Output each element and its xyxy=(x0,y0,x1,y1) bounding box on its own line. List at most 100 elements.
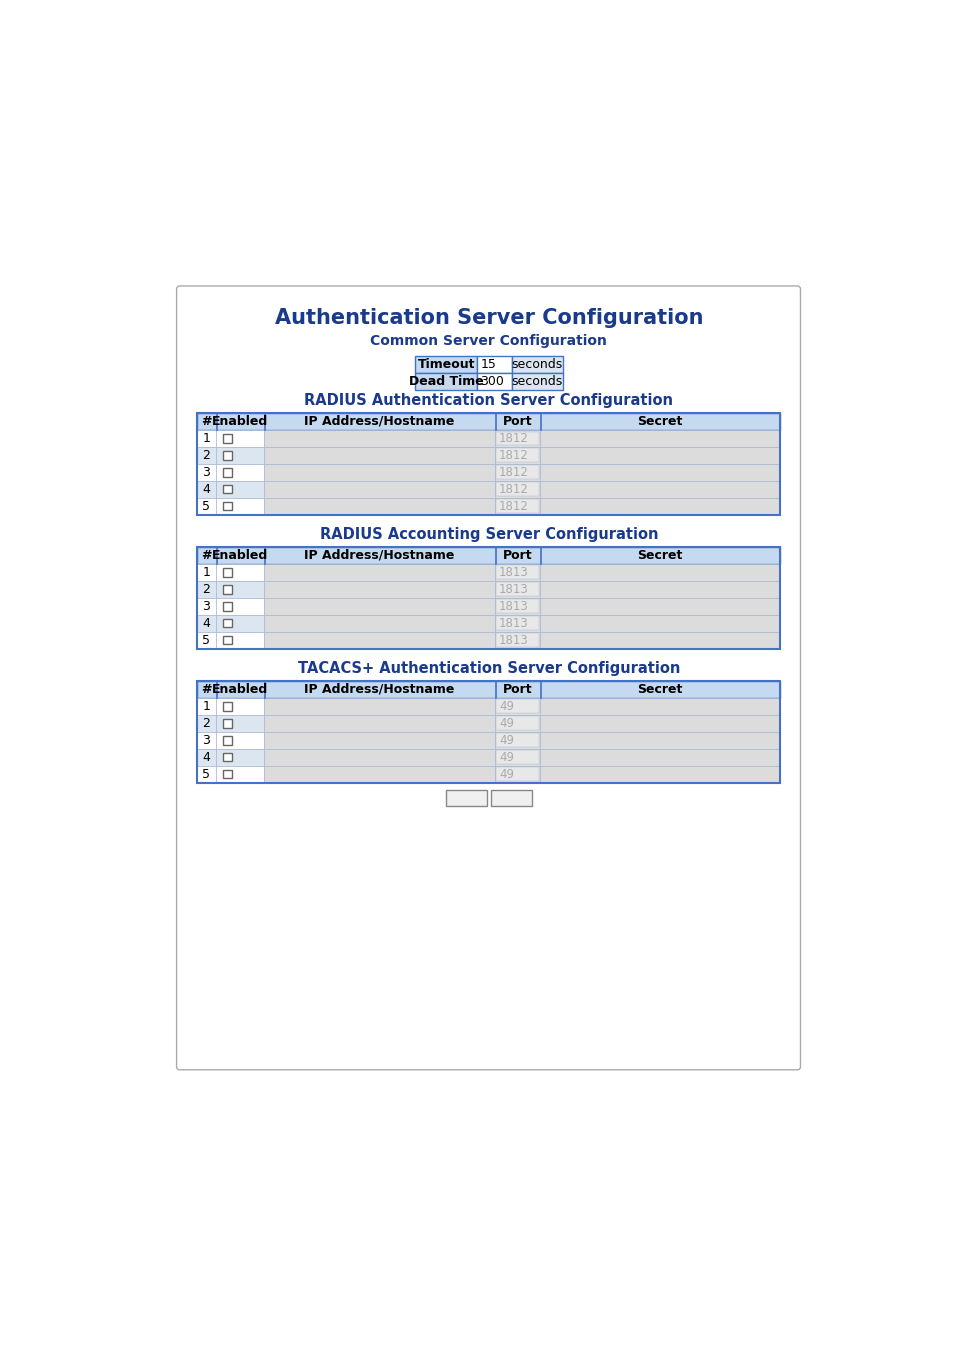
Text: Reset: Reset xyxy=(494,791,528,805)
Bar xyxy=(495,732,539,749)
Bar xyxy=(495,564,539,580)
Text: 1812: 1812 xyxy=(498,448,528,462)
Bar xyxy=(196,481,216,498)
Bar xyxy=(196,732,216,749)
Bar xyxy=(216,580,264,598)
Text: 15: 15 xyxy=(480,358,496,371)
Text: 1: 1 xyxy=(202,432,211,446)
Bar xyxy=(196,413,779,514)
Text: 3: 3 xyxy=(202,734,211,747)
Text: Port: Port xyxy=(502,683,532,697)
Bar xyxy=(216,598,264,614)
Bar xyxy=(539,765,779,783)
Bar xyxy=(216,498,264,514)
Bar xyxy=(223,620,232,628)
Text: 1812: 1812 xyxy=(498,500,528,513)
Text: 49: 49 xyxy=(498,717,514,730)
Bar xyxy=(496,482,537,497)
Bar xyxy=(223,435,232,443)
Text: 1812: 1812 xyxy=(498,466,528,479)
Bar xyxy=(496,432,537,446)
Bar xyxy=(539,732,779,749)
Bar xyxy=(196,598,216,614)
Bar xyxy=(496,566,537,579)
Bar xyxy=(196,632,216,648)
Text: TACACS+ Authentication Server Configuration: TACACS+ Authentication Server Configurat… xyxy=(297,662,679,676)
Bar xyxy=(196,447,216,464)
Bar xyxy=(495,580,539,598)
Text: 1: 1 xyxy=(202,566,211,579)
Bar xyxy=(496,767,537,782)
Bar xyxy=(495,632,539,648)
Text: 49: 49 xyxy=(498,699,514,713)
Text: Secret: Secret xyxy=(637,683,681,697)
Bar xyxy=(446,790,486,806)
Bar xyxy=(539,429,779,447)
Text: 4: 4 xyxy=(202,751,211,764)
Text: 1813: 1813 xyxy=(498,599,528,613)
Bar xyxy=(264,632,495,648)
Bar xyxy=(223,502,232,510)
Bar xyxy=(512,356,562,373)
Bar xyxy=(196,464,216,481)
Bar xyxy=(216,732,264,749)
Bar xyxy=(495,716,539,732)
Text: 5: 5 xyxy=(202,633,211,647)
Bar xyxy=(539,481,779,498)
Bar xyxy=(196,498,216,514)
Bar xyxy=(196,680,779,783)
Text: IP Address/Hostname: IP Address/Hostname xyxy=(304,683,455,697)
Text: Save: Save xyxy=(451,791,481,805)
Text: 5: 5 xyxy=(202,500,211,513)
Bar xyxy=(223,585,232,594)
Bar xyxy=(216,447,264,464)
Bar xyxy=(496,699,537,713)
Bar xyxy=(415,356,476,373)
Bar xyxy=(196,413,779,429)
Text: 1: 1 xyxy=(202,699,211,713)
Bar xyxy=(496,582,537,597)
Bar xyxy=(495,765,539,783)
Text: Secret: Secret xyxy=(637,414,681,428)
Bar xyxy=(196,680,779,698)
Bar xyxy=(264,614,495,632)
Bar xyxy=(223,736,232,744)
Text: Common Server Configuration: Common Server Configuration xyxy=(370,333,607,348)
Bar xyxy=(495,447,539,464)
Bar xyxy=(264,732,495,749)
Text: 4: 4 xyxy=(202,483,211,495)
Text: #: # xyxy=(201,683,212,697)
Bar xyxy=(539,464,779,481)
Bar xyxy=(496,466,537,479)
Bar xyxy=(539,580,779,598)
Bar xyxy=(476,356,512,373)
Text: IP Address/Hostname: IP Address/Hostname xyxy=(304,414,455,428)
Text: #: # xyxy=(201,549,212,562)
Text: 1812: 1812 xyxy=(498,432,528,446)
Bar xyxy=(216,481,264,498)
Bar xyxy=(223,568,232,576)
Text: 5: 5 xyxy=(202,768,211,780)
Bar xyxy=(196,749,216,765)
Bar xyxy=(196,698,216,716)
Text: 3: 3 xyxy=(202,466,211,479)
Text: Port: Port xyxy=(502,549,532,562)
Bar xyxy=(196,547,779,648)
Bar xyxy=(539,614,779,632)
Bar xyxy=(264,749,495,765)
Text: Dead Time: Dead Time xyxy=(409,375,483,387)
Bar xyxy=(264,765,495,783)
Bar xyxy=(223,451,232,459)
Text: RADIUS Accounting Server Configuration: RADIUS Accounting Server Configuration xyxy=(319,528,658,543)
Bar xyxy=(539,598,779,614)
Bar xyxy=(216,564,264,580)
Bar xyxy=(264,447,495,464)
Bar xyxy=(196,564,216,580)
Bar xyxy=(216,749,264,765)
Text: 1813: 1813 xyxy=(498,633,528,647)
Bar xyxy=(495,429,539,447)
Bar xyxy=(196,716,216,732)
Bar xyxy=(216,632,264,648)
Bar xyxy=(216,429,264,447)
Text: 1812: 1812 xyxy=(498,483,528,495)
